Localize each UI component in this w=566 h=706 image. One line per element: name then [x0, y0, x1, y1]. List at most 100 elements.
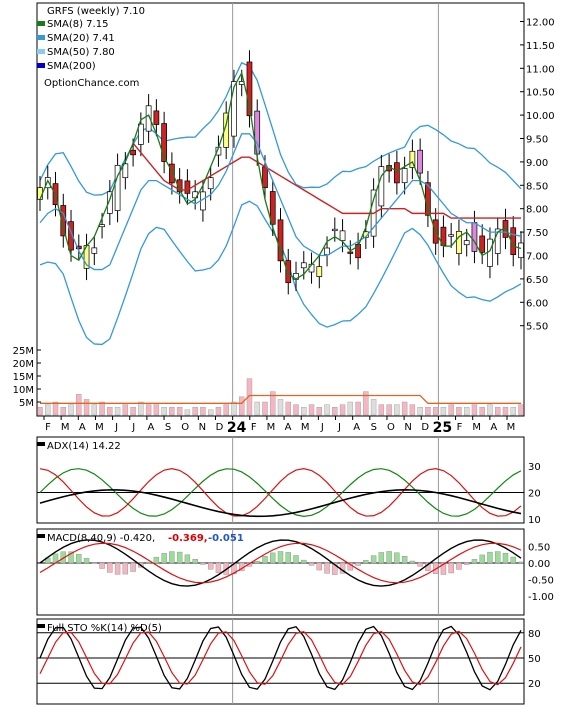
- candle-body: [417, 149, 423, 174]
- adx-y-tick-label: 20: [528, 489, 541, 500]
- macd-histogram-bar: [332, 562, 338, 575]
- candle-body: [409, 150, 416, 168]
- vol-y-tick-label: 15M: [13, 372, 34, 383]
- price-y-tick-label: 10.00: [526, 111, 555, 122]
- plus-di-line: [39, 468, 522, 517]
- candle-body: [169, 163, 175, 184]
- candle-body: [479, 235, 486, 253]
- macd-histogram-bar: [417, 562, 423, 567]
- macd-histogram-bar: [83, 558, 90, 564]
- adx-line: [39, 489, 522, 518]
- volume-bar: [518, 404, 524, 416]
- volume-bar: [394, 404, 400, 416]
- vol-y-tick-label: 5M: [19, 398, 34, 409]
- x-axis-label: J: [320, 422, 324, 433]
- volume-bar: [223, 404, 229, 416]
- candle-body: [331, 228, 338, 232]
- sma20-line: [39, 133, 522, 271]
- macd-histogram-bar: [324, 562, 330, 574]
- volume-bar: [68, 404, 74, 416]
- adx-legend-swatch: [37, 442, 45, 446]
- legend-sma8-swatch: [37, 21, 45, 26]
- macd-histogram-bar: [192, 559, 198, 564]
- price-y-tick-label: 11.00: [526, 64, 555, 75]
- x-axis-label: F: [457, 422, 463, 433]
- candle-body: [339, 230, 346, 241]
- candle-body: [518, 242, 524, 259]
- sto-k-line: [39, 625, 522, 691]
- adx-panel-frame: [36, 436, 525, 524]
- macd-histogram-bar: [502, 553, 509, 564]
- watermark: OptionChance.com: [44, 78, 139, 89]
- macd-histogram-bar: [277, 551, 284, 564]
- volume-bar: [262, 401, 268, 416]
- sto-y-tick-label: 80: [528, 629, 541, 640]
- macd-histogram-bar: [432, 562, 439, 574]
- minus-di-line: [39, 468, 522, 517]
- price-y-tick-label: 10.50: [526, 88, 555, 99]
- macd-histogram-bar: [370, 555, 377, 564]
- volume-bar: [417, 407, 423, 416]
- volume-bar: [370, 399, 377, 416]
- candle-body: [355, 244, 361, 259]
- candle-body: [487, 238, 493, 267]
- x-axis-label: F: [251, 422, 257, 433]
- candle-body: [207, 177, 214, 190]
- candle-body: [99, 224, 105, 228]
- macd-histogram-bar: [463, 562, 470, 565]
- x-axis-label: S: [165, 422, 171, 433]
- sto-y-tick-label: 20: [528, 679, 541, 690]
- x-axis-label: O: [181, 422, 189, 433]
- macd-histogram-bar: [130, 562, 136, 572]
- legend: SMA(8) 7.15 SMA(20) 7.41 SMA(50) 7.80 SM…: [37, 19, 115, 72]
- candle-body: [145, 105, 152, 132]
- volume-bar: [60, 407, 66, 416]
- candle-body: [471, 222, 478, 252]
- vol-y-tick-label: 25M: [13, 346, 34, 357]
- candle-body: [269, 191, 276, 225]
- macd-y-tick-label: 0.50: [528, 543, 550, 554]
- x-axis-label: N: [404, 422, 411, 433]
- macd-histogram-bar: [401, 556, 408, 564]
- legend-sma20: SMA(20) 7.41: [47, 33, 115, 44]
- macd-histogram-bar: [510, 556, 516, 564]
- volume-bar: [176, 407, 183, 416]
- macd-histogram-bar: [518, 561, 524, 564]
- x-axis-label: M: [95, 422, 104, 433]
- volume-bar: [254, 401, 260, 416]
- x-axis-label: J: [131, 422, 135, 433]
- sma8-line: [39, 71, 522, 280]
- volume-bar: [52, 401, 59, 416]
- volume-bar: [355, 401, 361, 416]
- adx-y-tick-label: 10: [528, 515, 541, 526]
- candle-body: [114, 164, 121, 211]
- volume-bar: [270, 391, 276, 416]
- macd-value: -0.369,: [168, 533, 208, 544]
- volume-bar: [440, 407, 447, 416]
- volume-bar: [293, 404, 299, 416]
- macd-histogram-bar: [495, 551, 501, 564]
- macd-histogram-bar: [270, 552, 276, 564]
- volume-bar: [456, 407, 462, 416]
- volume-bar: [130, 407, 136, 416]
- volume-bar: [145, 404, 152, 416]
- sma50-line: [132, 142, 521, 219]
- volume-bar: [401, 401, 408, 416]
- volume-bar: [114, 407, 121, 416]
- candle-body: [300, 262, 307, 269]
- macd-histogram-bar: [487, 551, 493, 564]
- candle-body: [184, 180, 191, 194]
- macd-histogram-bar: [184, 554, 191, 564]
- candle-body: [91, 247, 98, 254]
- volume-bar: [99, 401, 105, 416]
- macd-histogram-bar: [440, 562, 447, 575]
- legend-sma20-swatch: [37, 35, 45, 40]
- adx-title: ADX(14) 14.22: [47, 441, 121, 452]
- volume-bar: [169, 407, 175, 416]
- volume-bar: [463, 407, 470, 416]
- x-axis-label: D: [216, 422, 224, 433]
- macd-histogram-bar: [68, 551, 74, 564]
- macd-histogram-bar: [409, 560, 416, 564]
- macd-histogram-bar: [363, 560, 369, 564]
